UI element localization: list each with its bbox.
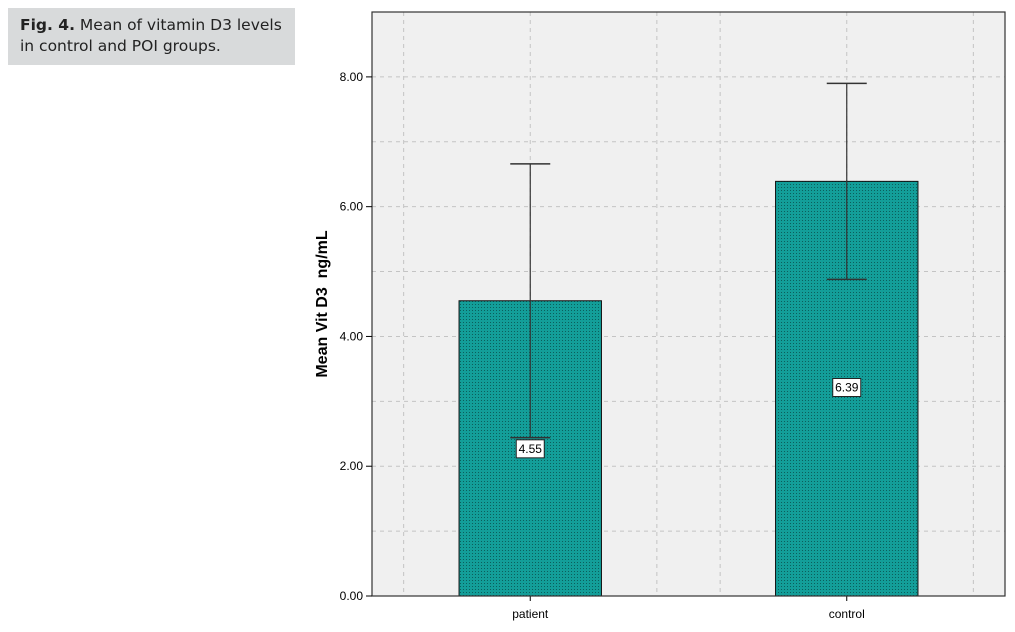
x-tick-label-patient: patient bbox=[512, 607, 549, 621]
y-tick-label: 4.00 bbox=[340, 329, 364, 343]
plot-frame bbox=[371, 11, 1006, 597]
y-tick-label: 6.00 bbox=[340, 200, 364, 214]
figure-caption: Fig. 4. Mean of vitamin D3 levels in con… bbox=[8, 8, 295, 65]
data-label-patient: 4.55 bbox=[519, 442, 543, 456]
y-tick-label: 2.00 bbox=[340, 459, 364, 473]
data-label-control: 6.39 bbox=[835, 381, 859, 395]
figure-caption-text: Mean of vitamin D3 levels in control and… bbox=[20, 16, 282, 55]
y-tick-label: 0.00 bbox=[340, 589, 364, 603]
y-axis-label: Mean Vit D3 ng/mL bbox=[314, 230, 331, 378]
data-label-box-control bbox=[832, 378, 862, 398]
y-tick-label: 8.00 bbox=[340, 70, 364, 84]
x-tick-label-control: control bbox=[829, 607, 865, 621]
figure-label: Fig. 4. bbox=[20, 16, 75, 34]
data-label-box-patient bbox=[515, 439, 545, 459]
